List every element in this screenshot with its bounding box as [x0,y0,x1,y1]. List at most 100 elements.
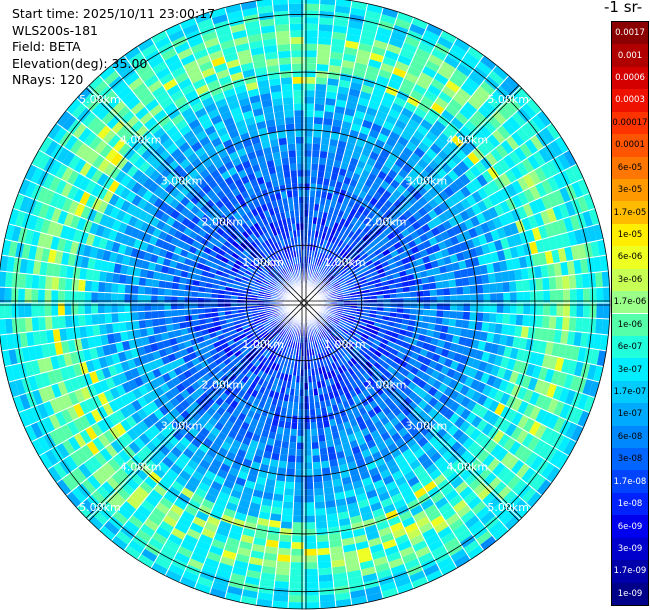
data-cell [264,324,272,331]
data-cell [210,222,220,232]
data-cell [332,119,343,128]
data-cell [359,505,372,516]
data-cell [473,265,482,276]
data-cell [452,428,465,441]
data-cell [294,389,300,397]
data-cell [56,442,70,459]
data-cell [106,333,116,345]
data-cell [123,445,136,459]
data-cell [272,323,280,330]
data-cell [521,217,532,232]
data-cell [463,454,478,468]
data-cell [456,87,472,102]
data-cell [274,580,290,589]
data-cell [406,528,422,541]
data-cell [246,235,254,244]
data-cell [335,450,346,460]
data-cell [126,428,139,442]
data-cell [68,200,80,215]
data-cell [335,263,342,271]
data-cell [528,169,542,186]
data-cell [503,247,513,261]
data-cell [98,281,106,293]
data-cell [225,350,235,358]
data-cell [288,588,304,596]
data-cell [328,242,335,250]
data-cell [174,458,187,470]
data-cell [353,319,361,325]
data-cell [437,240,447,251]
data-cell [254,530,268,540]
data-cell [247,424,257,434]
data-cell [380,98,394,109]
data-cell [308,209,314,217]
data-cell [421,136,434,148]
data-cell [476,187,489,200]
data-cell [449,287,457,296]
data-cell [183,163,196,175]
data-cell [358,222,367,231]
data-cell [62,439,76,456]
data-cell [124,245,134,257]
data-cell [528,200,540,215]
data-cell [17,227,28,244]
data-cell [142,392,154,405]
data-cell [558,387,570,404]
data-cell [370,270,379,277]
data-cell [470,293,477,303]
data-cell [373,435,384,446]
data-cell [390,448,402,459]
data-cell [456,529,473,543]
data-cell [154,173,166,186]
data-cell [470,177,483,191]
data-cell [339,258,347,266]
data-cell [490,303,497,314]
data-cell [577,410,590,428]
data-cell [269,270,276,277]
data-cell [459,467,474,481]
data-cell [153,109,168,123]
data-cell [101,226,112,240]
data-cell [217,248,226,257]
data-cell [450,294,457,303]
data-cell [331,125,342,134]
data-cell [366,220,376,229]
data-cell [245,515,259,525]
data-cell [390,307,398,313]
data-cell [229,572,246,583]
data-cell [362,225,371,234]
data-cell [348,286,356,291]
data-cell [331,565,347,575]
data-cell [26,331,35,347]
data-cell [66,405,79,421]
data-cell [441,317,450,326]
data-cell [347,433,357,443]
data-cell [427,84,442,97]
data-cell [378,575,395,586]
data-cell [442,287,451,296]
data-cell [251,433,261,443]
data-cell [496,366,507,380]
data-cell [154,386,165,398]
data-cell [276,317,283,323]
data-cell [474,369,485,382]
data-cell [131,411,143,425]
data-cell [249,372,257,382]
data-cell [294,475,304,483]
data-cell [60,251,70,266]
data-cell [461,319,470,330]
data-cell [359,321,368,327]
data-cell [474,321,483,332]
data-cell [19,258,29,274]
data-cell [112,322,121,334]
data-cell [120,331,129,342]
data-cell [336,275,344,282]
data-cell [401,318,410,326]
data-cell [148,235,159,246]
data-cell [538,147,552,164]
data-cell [217,293,225,299]
data-cell [459,143,473,157]
data-cell [383,436,395,448]
data-cell [110,439,124,454]
data-cell [325,263,332,271]
